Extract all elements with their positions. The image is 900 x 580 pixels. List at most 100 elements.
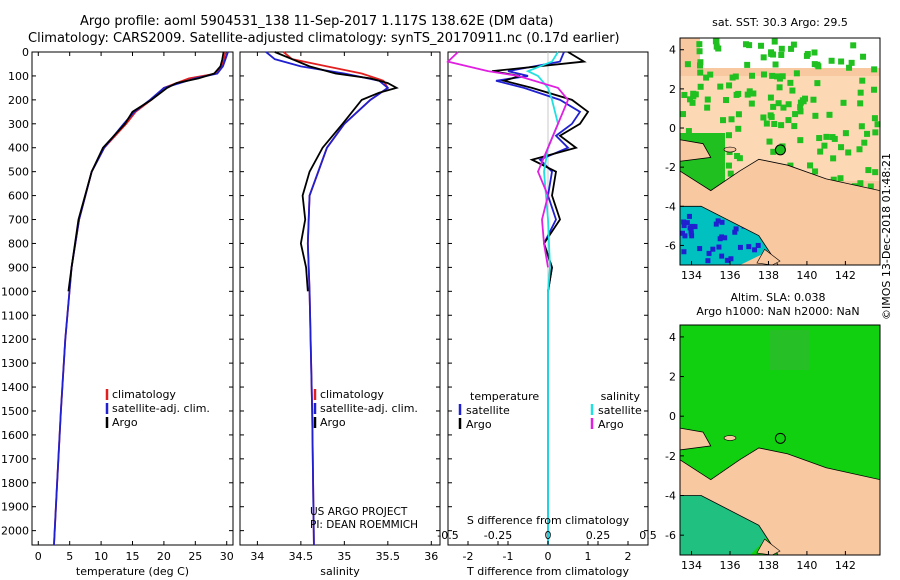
pi-annotation: PI: DEAN ROEMMICH — [310, 519, 418, 531]
sst-pixel — [787, 79, 794, 86]
panel-salinity: 34 34.5 35 35.5 36 salinity climatologysatelli… — [239, 51, 441, 578]
sst-pixel — [865, 167, 872, 174]
sst-pixel — [778, 122, 785, 129]
sst-cold-pixel — [705, 258, 711, 264]
sst-pixel — [803, 52, 810, 59]
map-frame — [679, 324, 881, 556]
x-tick-label: 0 — [35, 550, 42, 563]
legend-label: Argo — [598, 418, 624, 431]
map-y-tick-label: 4 — [669, 44, 676, 57]
sst-cold-pixel — [689, 224, 695, 230]
sst-pixel — [778, 45, 785, 52]
map-x-tick-label: 134 — [681, 559, 702, 572]
x-axis-label: T difference from climatology — [466, 565, 629, 578]
sst-pixel — [785, 101, 792, 108]
sst-cold-pixel — [746, 244, 752, 250]
sst-pixel — [807, 162, 814, 169]
x-tick-label: 30 — [220, 550, 234, 563]
map-x-tick-label: 142 — [835, 269, 856, 282]
x-tick-label: 5 — [66, 550, 73, 563]
sst-pixel — [815, 63, 822, 70]
sst-pixel — [713, 38, 720, 45]
sst-pixel — [797, 104, 804, 111]
sst-cold-pixel — [684, 220, 690, 226]
y-tick-label: 1100 — [1, 309, 29, 322]
sst-pixel — [792, 111, 799, 118]
top-tick-label: 0.25 — [586, 529, 611, 542]
sst-pixel — [758, 42, 765, 49]
sst-pixel — [704, 96, 711, 103]
sst-pixel — [742, 41, 749, 48]
y-tick-label: 1400 — [1, 381, 29, 394]
map-y-tick-label: 2 — [669, 83, 676, 96]
map-x-tick-label: 134 — [681, 269, 702, 282]
y-tick-label: 1600 — [1, 429, 29, 442]
sst-pixel — [776, 75, 783, 82]
sst-pixel — [830, 176, 837, 183]
sst-pixel — [867, 183, 874, 190]
x-tick-label: 25 — [188, 550, 202, 563]
sst-pixel — [704, 104, 711, 111]
map-y-tick-label: -4 — [665, 200, 676, 213]
sst-pixel — [871, 115, 878, 122]
y-tick-label: 800 — [8, 237, 29, 250]
sst-pixel — [814, 80, 821, 87]
x-tick-label: 10 — [94, 550, 108, 563]
y-tick-label: 700 — [8, 214, 29, 227]
y-tick-label: 1900 — [1, 501, 29, 514]
sst-pixel — [771, 121, 778, 128]
sst-cold-pixel — [688, 230, 694, 236]
sst-pixel — [760, 54, 767, 61]
sst-pixel — [821, 142, 828, 149]
sst-pixel — [860, 53, 867, 60]
x-tick-label: 35.5 — [376, 550, 401, 563]
sst-pixel — [696, 48, 703, 55]
sst-pixel — [707, 71, 714, 78]
sst-pixel — [767, 94, 774, 101]
sst-pixel — [771, 38, 778, 45]
sst-pixel — [840, 99, 847, 106]
sst-pixel — [826, 111, 833, 118]
legend-label: Argo — [320, 416, 346, 429]
sst-pixel — [797, 108, 804, 115]
panel-difference: -2 -1 0 1 2 T difference from climatology temp… — [437, 51, 657, 578]
sst-cold-pixel — [715, 218, 721, 224]
island — [723, 435, 737, 441]
y-tick-label: 400 — [8, 142, 29, 155]
sst-pixel — [858, 123, 865, 130]
sst-pixel — [734, 152, 741, 159]
map-x-tick-label: 138 — [758, 269, 779, 282]
sst-pixel — [723, 97, 730, 104]
sst-pixel — [689, 99, 696, 106]
map-x-tick-label: 140 — [796, 269, 817, 282]
sst-cold-pixel — [697, 246, 703, 252]
sst-pixel — [837, 175, 844, 182]
map-y-tick-label: 4 — [669, 331, 676, 344]
legend-label: satellite — [466, 404, 510, 417]
y-tick-label: 1700 — [1, 453, 29, 466]
sst-pixel — [842, 130, 849, 137]
map-y-tick-label: -6 — [665, 239, 676, 252]
sst-pixel — [744, 61, 751, 68]
sst-pixel — [684, 61, 691, 68]
sst-cold-pixel — [706, 250, 712, 256]
sst-pixel — [763, 120, 770, 127]
x-tick-label: 2 — [625, 550, 632, 563]
sst-pixel — [727, 170, 734, 177]
sst-cold-pixel — [733, 226, 739, 232]
legend-title-salinity: salinity — [601, 390, 641, 403]
sst-pixel — [726, 82, 733, 89]
sst-cold-pixel — [722, 235, 728, 241]
sst-pixel — [769, 72, 776, 79]
top-tick-label: -0.25 — [484, 529, 512, 542]
sst-pixel — [725, 132, 732, 139]
sst-pixel — [788, 45, 795, 52]
map-x-tick-label: 136 — [720, 269, 741, 282]
argo-position-marker — [774, 144, 786, 156]
sst-cold-pixel — [713, 221, 719, 227]
map-sla_map: 134 136 138 140 142 4 2 0 -2 -4 -6 Altim. SLA: 0.03… — [665, 291, 881, 572]
y-tick-label: 1500 — [1, 405, 29, 418]
x-tick-label: 0 — [545, 550, 552, 563]
map-x-tick-label: 136 — [720, 559, 741, 572]
